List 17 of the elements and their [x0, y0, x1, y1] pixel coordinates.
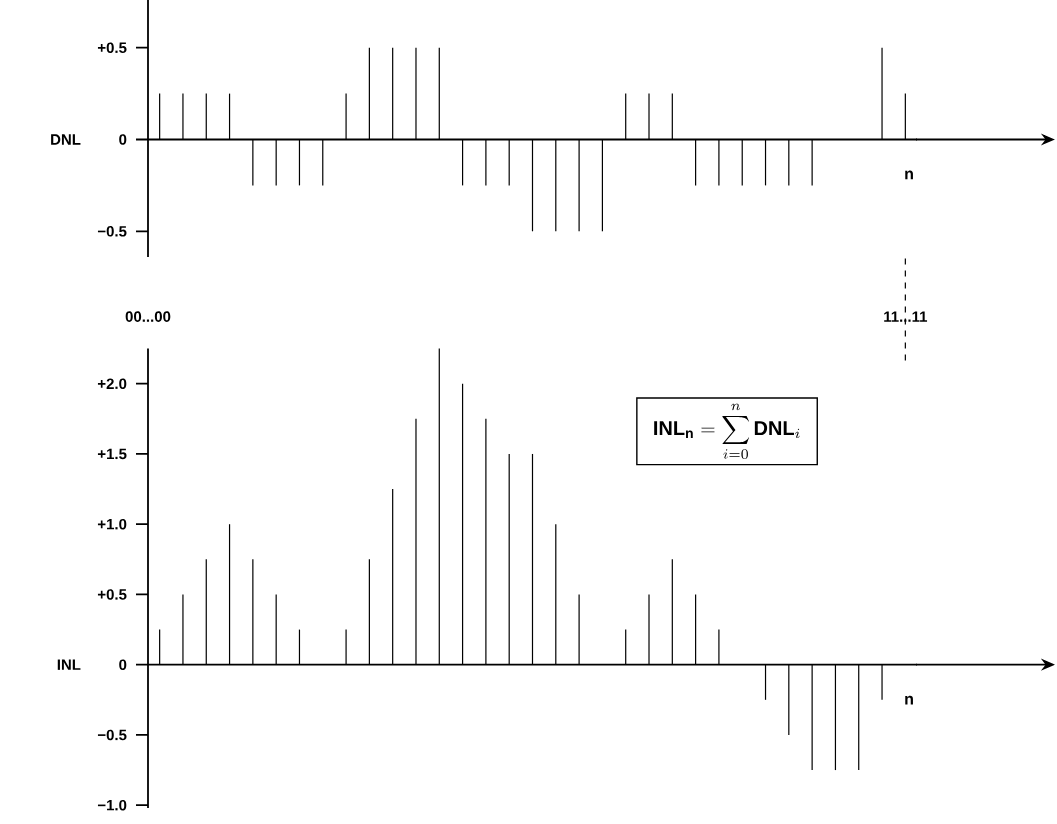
x-axis-title: n [905, 695, 913, 705]
y-tick-label: −1.0 [97, 799, 127, 811]
y-tick-label: −0.5 [97, 729, 127, 741]
y-tick-label: −0.5 [97, 225, 127, 237]
y-tick-label: 0 [119, 134, 127, 145]
x-axis-title: n [905, 170, 913, 180]
annotation: $\mathbf{INL}_{\mathbf{n}}=\sum_{i=0}^{n}\mathbf{DNL}_{i}$ [654, 403, 800, 459]
y-tick-label: +0.5 [97, 589, 127, 600]
text: 11...11 [884, 311, 928, 322]
text: 00...00 [125, 311, 171, 322]
y-tick-label: +0.5 [97, 42, 127, 54]
y-tick-label: +1.0 [97, 518, 127, 530]
y-axis-title: INL [57, 659, 81, 670]
y-tick-label: +2.0 [97, 378, 127, 390]
y-axis-title: DNL [51, 134, 81, 145]
y-tick-label: 0 [119, 659, 127, 671]
y-tick-label: +1.5 [97, 448, 127, 460]
